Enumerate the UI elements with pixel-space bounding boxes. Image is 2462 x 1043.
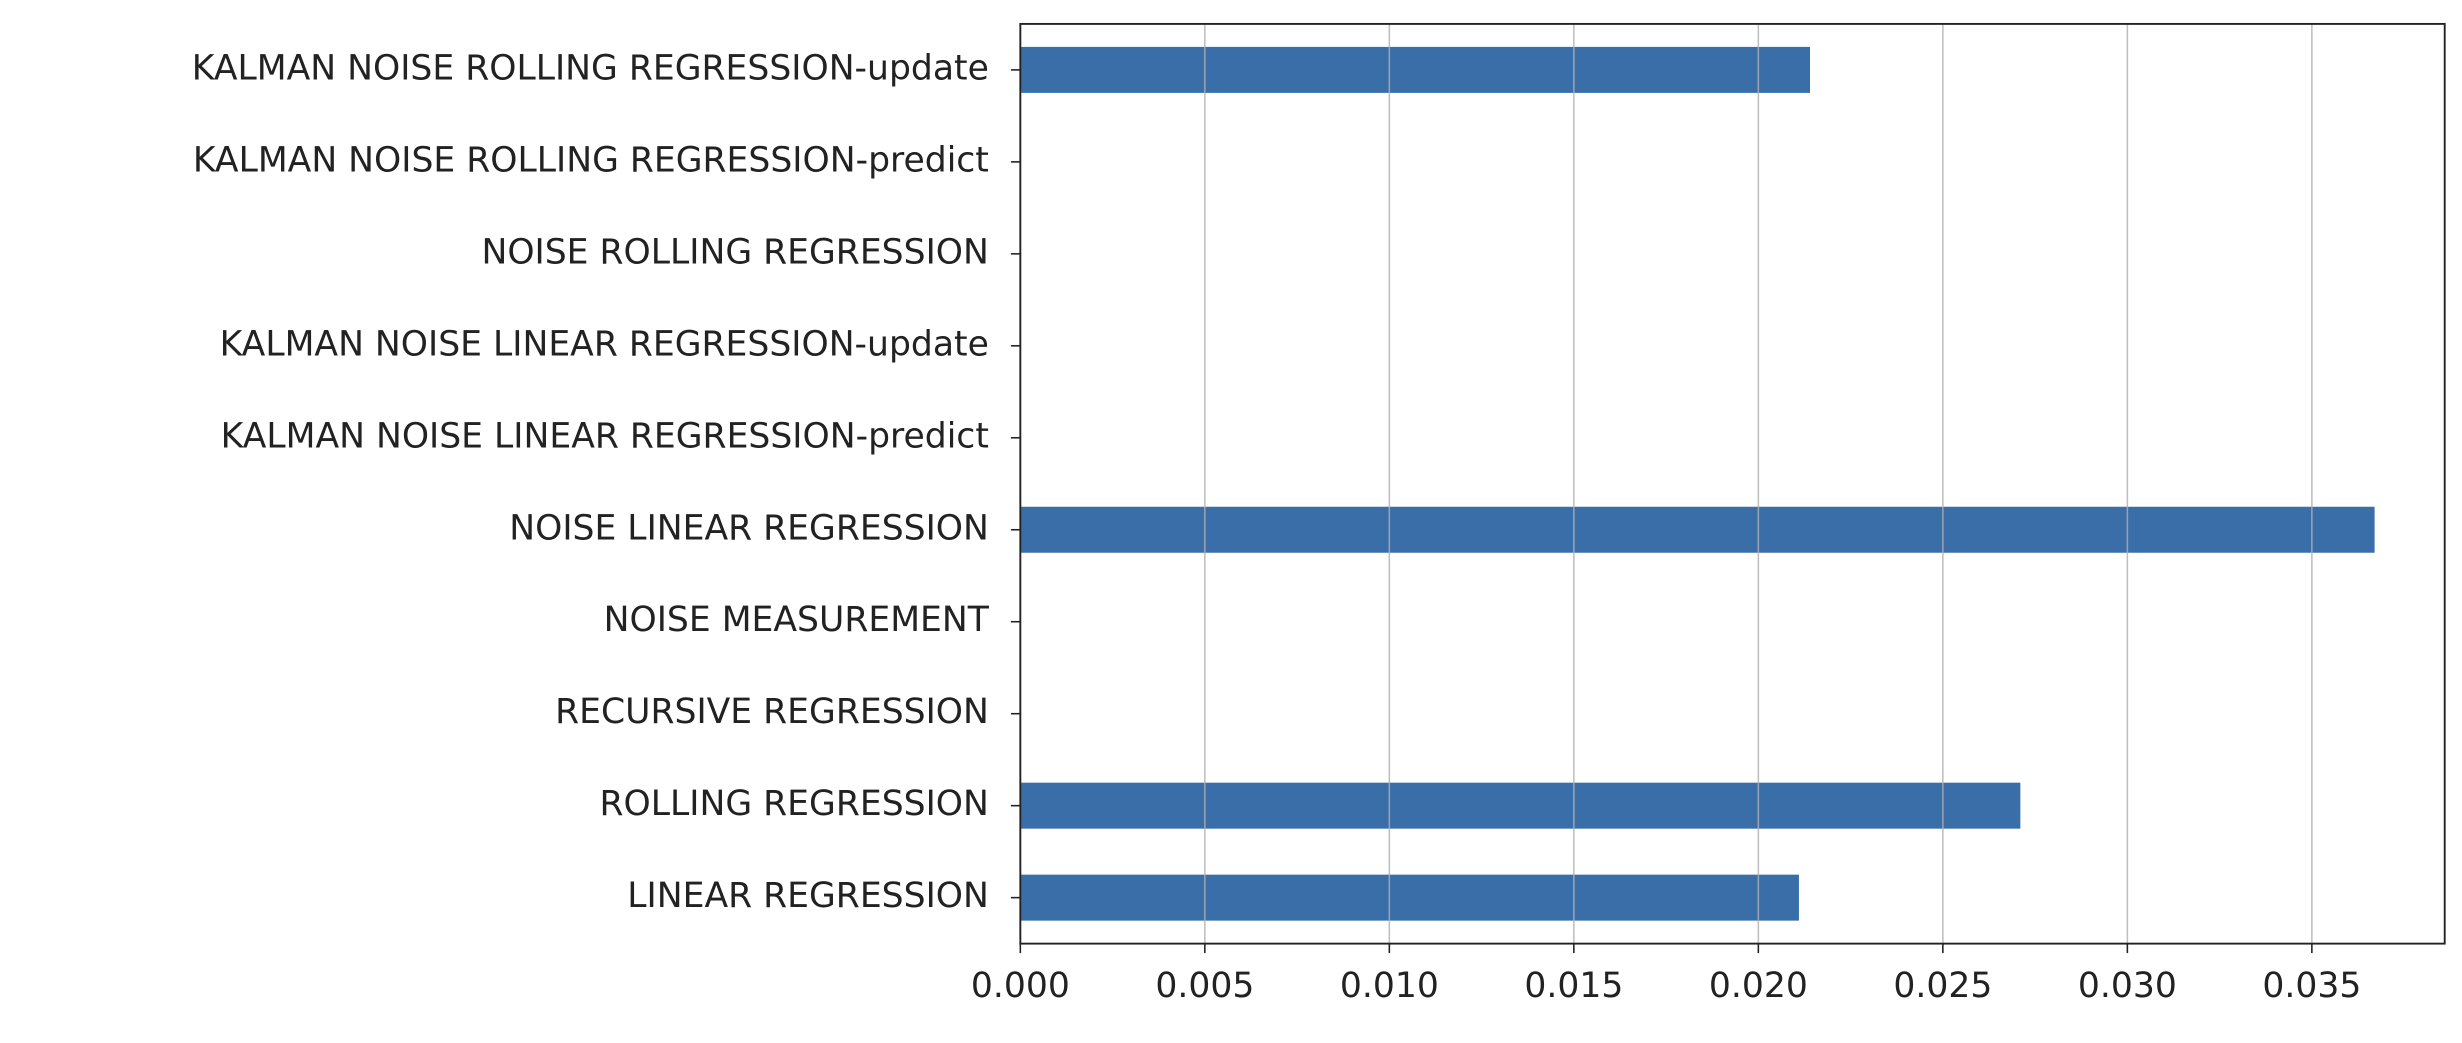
y-tick-label: LINEAR REGRESSION — [627, 876, 989, 916]
x-tick-label: 0.015 — [1524, 966, 1623, 1006]
y-tick-label: NOISE LINEAR REGRESSION — [509, 508, 989, 548]
y-tick-label: KALMAN NOISE LINEAR REGRESSION-predict — [221, 416, 989, 456]
bar — [1020, 506, 2375, 553]
y-tick-label: NOISE ROLLING REGRESSION — [481, 232, 988, 272]
x-tick-label: 0.005 — [1155, 966, 1254, 1006]
x-tick-label: 0.035 — [2262, 966, 2361, 1006]
x-tick-label: 0.000 — [971, 966, 1070, 1006]
y-tick-label: RECURSIVE REGRESSION — [555, 692, 989, 732]
bar — [1020, 782, 2021, 829]
y-tick-label: KALMAN NOISE ROLLING REGRESSION-update — [192, 48, 989, 88]
plot-frame — [1019, 22, 2446, 945]
bar — [1020, 46, 1811, 93]
x-tick-label: 0.010 — [1340, 966, 1439, 1006]
bar — [1020, 874, 1799, 921]
y-tick-label: NOISE MEASUREMENT — [604, 600, 990, 640]
y-tick-label: ROLLING REGRESSION — [600, 784, 989, 824]
y-tick-label: KALMAN NOISE LINEAR REGRESSION-update — [220, 324, 989, 364]
x-tick-label: 0.025 — [1893, 966, 1992, 1006]
x-tick-label: 0.020 — [1709, 966, 1808, 1006]
x-tick-label: 0.030 — [2078, 966, 2177, 1006]
y-tick-label: KALMAN NOISE ROLLING REGRESSION-predict — [193, 140, 989, 180]
